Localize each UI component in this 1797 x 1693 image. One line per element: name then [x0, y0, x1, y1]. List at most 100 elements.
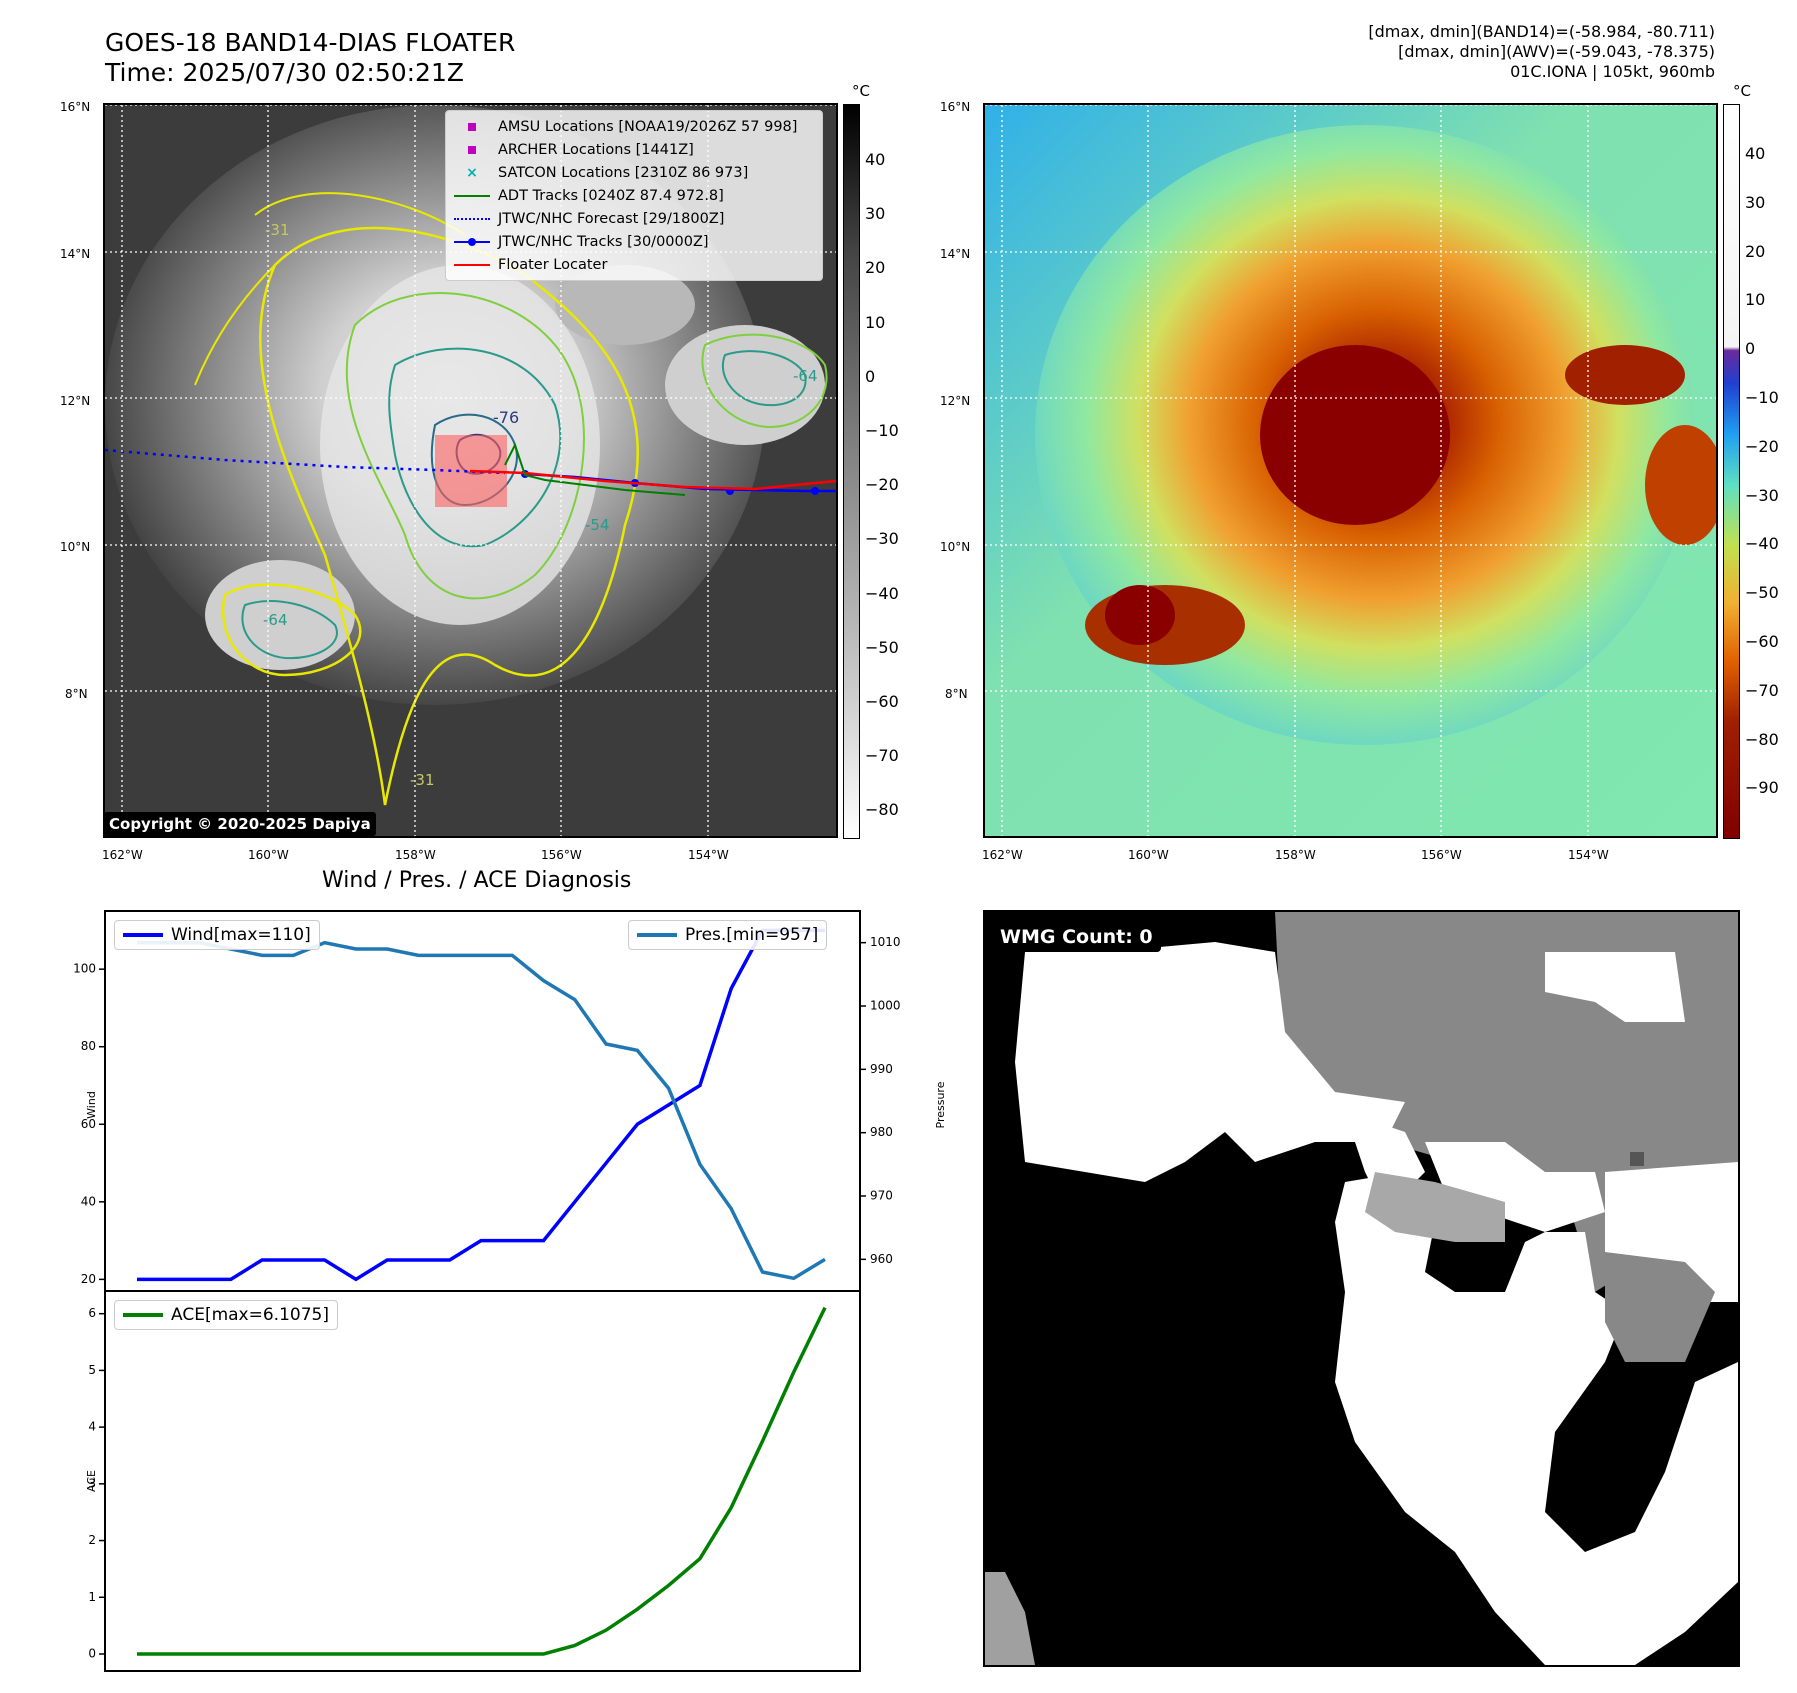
legend-item-forecast: JTWC/NHC Forecast [29/1800Z] — [454, 207, 814, 230]
lat-tick: 10°N — [940, 540, 971, 554]
colorbar-unit: °C — [1733, 82, 1751, 100]
wind-axis-label: Wind — [85, 1091, 98, 1119]
wmg-image — [985, 912, 1738, 1665]
colorbar-tick-label: −40 — [865, 583, 899, 603]
wind-pressure-chart: 20 40 60 80 100 960 970 980 990 1000 1010 0 1 2 3 4 5 6… — [73, 910, 947, 1672]
wmg-panel — [983, 910, 1740, 1667]
forecast-track — [105, 448, 506, 475]
wind-tick-label: 60 — [81, 1117, 96, 1131]
pressure-tick-label: 990 — [870, 1062, 893, 1076]
legend-item-floater: Floater Locater — [454, 253, 814, 276]
ace-tick-label: 3 — [88, 1476, 96, 1490]
pressure-series-line — [137, 940, 826, 1281]
pressure-tick-label: 1010 — [870, 935, 901, 949]
color-ir-map-panel — [983, 103, 1718, 838]
ace-series-line — [137, 1306, 827, 1656]
colorbar-tick-label: 10 — [865, 312, 886, 332]
colorbar-tick-label: −20 — [865, 475, 899, 495]
legend-item-jtwc-tracks: JTWC/NHC Tracks [30/0000Z] — [454, 230, 814, 253]
ace-tick-label: 5 — [88, 1363, 96, 1377]
lon-tick: 156°W — [1421, 848, 1462, 862]
wind-tick-label: 80 — [81, 1039, 96, 1053]
colorbar-tick-label: −60 — [865, 692, 899, 711]
colorbar-tick-label: −90 — [1745, 778, 1779, 798]
lon-tick: 158°W — [1275, 848, 1316, 862]
colorbar-tick-label: −60 — [1745, 632, 1779, 651]
wind-pressure-axes — [104, 910, 861, 1292]
lat-tick: 14°N — [940, 247, 971, 261]
wind-tick-label: 100 — [73, 962, 96, 976]
wind-tick-label: 20 — [81, 1272, 96, 1286]
ace-tick-label: 6 — [88, 1306, 96, 1320]
lat-tick: 14°N — [60, 247, 91, 261]
colorbar-tick-label: 20 — [865, 258, 886, 278]
lat-tick: 10°N — [60, 540, 91, 554]
legend-item-amsu: AMSU Locations [NOAA19/2026Z 57 998] — [454, 115, 814, 138]
contour-label: -31 — [265, 221, 290, 239]
colorbar-tick-label: 10 — [1745, 290, 1766, 310]
colorbar-tick-label: 0 — [865, 366, 876, 386]
color-colorbar — [1723, 104, 1740, 839]
wind-legend: Wind[max=110] — [114, 920, 320, 950]
colorbar-tick-label: −10 — [1745, 388, 1779, 407]
colorbar-unit: °C — [852, 82, 870, 100]
diag-title: Wind / Pres. / ACE Diagnosis — [322, 868, 632, 893]
lon-tick: 162°W — [102, 848, 143, 862]
ace-tick-label: 1 — [88, 1590, 96, 1604]
colorbar-tick-label: −80 — [865, 800, 899, 820]
lat-tick: 12°N — [60, 394, 91, 408]
map-legend: AMSU Locations [NOAA19/2026Z 57 998] ARC… — [445, 110, 823, 281]
title-line-1: GOES-18 BAND14-DIAS FLOATER — [105, 28, 516, 57]
title-line-2: Time: 2025/07/30 02:50:21Z — [105, 58, 464, 87]
lat-tick: 12°N — [940, 394, 971, 408]
info-line-3: 01C.IONA | 105kt, 960mb — [1510, 62, 1715, 81]
colorbar-tick-label: −50 — [865, 637, 899, 657]
lat-tick: 8°N — [65, 687, 88, 701]
ace-legend: ACE[max=6.1075] — [114, 1300, 338, 1330]
contour-label: -64 — [263, 611, 288, 629]
colorbar-tick-label: −50 — [1745, 583, 1779, 603]
colorbar-tick-label: 0 — [1745, 339, 1756, 359]
copyright-badge: Copyright © 2020-2025 Dapiya — [104, 812, 376, 836]
colorbar-tick-label: −30 — [865, 529, 899, 549]
lon-tick: 160°W — [248, 848, 289, 862]
contour-label: -31 — [410, 771, 435, 789]
storm-info: [dmax, dmin](BAND14)=(-58.984, -80.711) … — [1368, 22, 1715, 82]
colorbar-tick-label: −30 — [1745, 485, 1779, 505]
colorbar-tick-label: 30 — [1745, 192, 1766, 212]
contour-label: -76 — [493, 408, 519, 427]
lon-tick: 154°W — [1568, 848, 1609, 862]
grayscale-colorbar — [843, 104, 860, 839]
colorbar-tick-label: −10 — [865, 421, 899, 440]
adt-track — [504, 442, 686, 496]
legend-item-satcon: × SATCON Locations [2310Z 86 973] — [466, 164, 749, 181]
wmg-count-badge: WMG Count: 0 — [992, 922, 1161, 952]
colorbar-tick-label: 40 — [865, 150, 886, 169]
pressure-tick-label: 970 — [870, 1189, 893, 1203]
color-map-gridlines — [985, 105, 1716, 836]
colorbar-tick-label: 30 — [865, 204, 886, 224]
lat-tick: 8°N — [945, 687, 968, 701]
colorbar-tick-label: −20 — [1745, 436, 1779, 456]
contour-label: -64 — [793, 367, 818, 385]
colorbar-tick-label: −40 — [1745, 534, 1779, 554]
floater-track — [469, 469, 836, 491]
lon-tick: 160°W — [1128, 848, 1169, 862]
pressure-tick-label: 980 — [870, 1125, 893, 1139]
ace-axis-label: ACE — [85, 1470, 98, 1492]
pressure-axis-label: Pressure — [934, 1081, 947, 1128]
contour-label: -54 — [585, 516, 610, 534]
pressure-tick-label: 1000 — [870, 999, 901, 1013]
info-line-2: [dmax, dmin](AWV)=(-59.043, -78.375) — [1398, 42, 1715, 61]
lon-tick: 162°W — [982, 848, 1023, 862]
lon-tick: 156°W — [541, 848, 582, 862]
ace-tick-label: 0 — [88, 1646, 96, 1660]
pressure-tick-label: 960 — [870, 1252, 893, 1266]
color-ir-image — [985, 105, 1716, 836]
colorbar-tick-label: −80 — [1745, 729, 1779, 749]
colorbar-tick-label: −70 — [865, 746, 899, 766]
lon-tick: 154°W — [688, 848, 729, 862]
colorbar-tick-label: −70 — [1745, 680, 1779, 700]
legend-item-archer: ARCHER Locations [1441Z] — [454, 138, 814, 161]
ace-tick-label: 2 — [88, 1533, 96, 1547]
